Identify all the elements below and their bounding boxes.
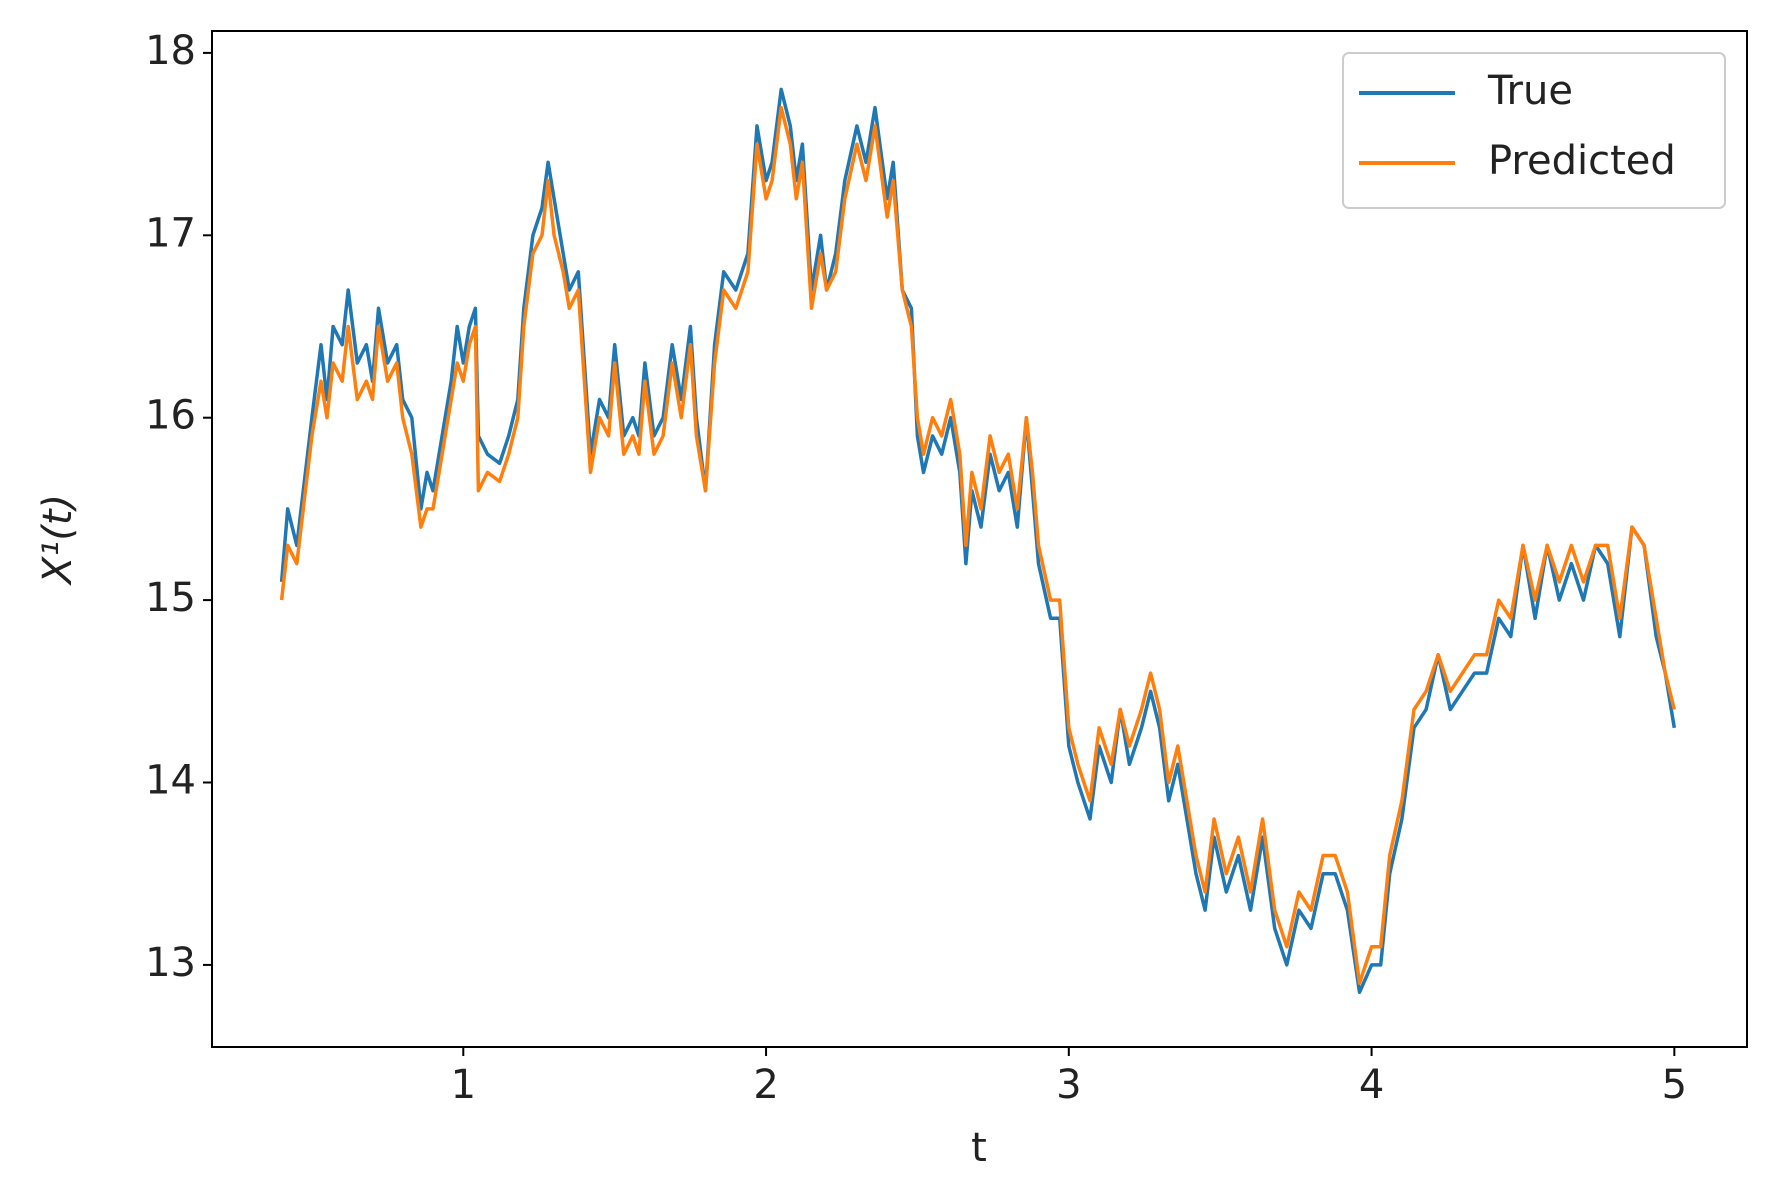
y-tick-label: 13 xyxy=(145,940,196,986)
data-line xyxy=(279,87,1677,995)
y-tick-label: 14 xyxy=(145,758,196,804)
legend-label: Predicted xyxy=(1488,138,1676,184)
x-tick-label: 2 xyxy=(753,1062,778,1108)
x-axis-label: t xyxy=(971,1125,987,1171)
y-axis-label: X¹(t) xyxy=(35,494,81,586)
x-tick-label: 1 xyxy=(451,1062,476,1108)
data-line xyxy=(279,105,1676,985)
x-tick-label: 4 xyxy=(1359,1062,1384,1108)
y-tick-label: 18 xyxy=(145,28,196,74)
y-tick-label: 16 xyxy=(145,393,196,439)
legend-label: True xyxy=(1487,68,1573,114)
x-tick-label: 3 xyxy=(1056,1062,1081,1108)
y-tick-label: 17 xyxy=(145,210,196,256)
plot-frame xyxy=(211,30,1748,1048)
x-tick-label: 5 xyxy=(1662,1062,1687,1108)
legend: True Predicted xyxy=(1342,52,1726,209)
y-tick-label: 15 xyxy=(145,575,196,621)
